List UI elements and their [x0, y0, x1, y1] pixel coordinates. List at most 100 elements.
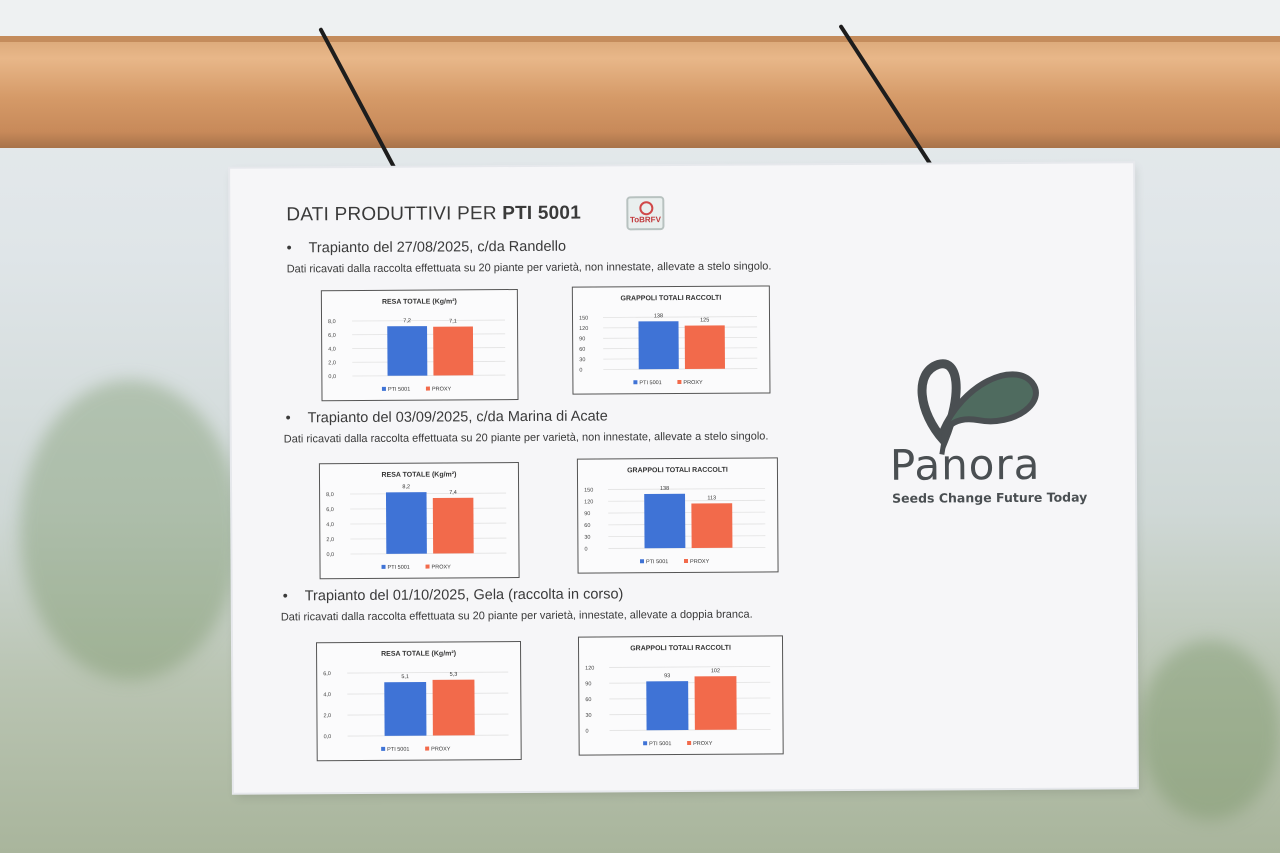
legend-label: PTI 5001 — [646, 559, 668, 565]
gridline — [608, 523, 766, 526]
bar-proxy — [433, 326, 474, 376]
y-tick-label: 2,0 — [326, 537, 334, 543]
bar-pti-5001 — [387, 326, 428, 376]
bar-proxy — [432, 497, 474, 554]
y-tick-label: 0,0 — [324, 734, 332, 740]
y-tick-label: 0,0 — [326, 552, 334, 558]
gridline — [350, 537, 507, 540]
greenhouse-film — [0, 0, 1280, 40]
y-tick-label: 120 — [584, 499, 593, 505]
chart-bunches-1: GRAPPOLI TOTALI RACCOLTI 0 30 60 90 120 150 138… — [571, 285, 771, 395]
legend-label: PROXY — [690, 559, 710, 565]
chart-svg: RESA TOTALE (Kg/m²) 0,0 2,0 4,0 6,0 8,0 7,2 7,1… — [328, 298, 506, 393]
chart-title: RESA TOTALE (Kg/m²) — [381, 650, 456, 657]
section-note: Dati ricavati dalla raccolta effettuata … — [286, 260, 772, 276]
bar-proxy — [432, 679, 475, 736]
chart-svg: RESA TOTALE (Kg/m²) 0,0 2,0 4,0 6,0 5,1 5,3 PTI… — [323, 650, 509, 753]
chart-svg: GRAPPOLI TOTALI RACCOLTI 0 30 60 90 120 150 138… — [579, 295, 758, 386]
gridline — [609, 697, 771, 700]
panora-logo-icon — [917, 359, 1039, 455]
data-label: 138 — [660, 486, 669, 492]
gridline — [609, 713, 771, 716]
y-tick-label: 30 — [585, 713, 591, 719]
y-tick-label: 2,0 — [328, 360, 336, 366]
legend-swatch — [425, 564, 430, 569]
bar-proxy — [694, 676, 737, 730]
chart-title: GRAPPOLI TOTALI RACCOLTI — [630, 645, 731, 653]
poster-title: DATI PRODUTTIVI PER PTI 5001 — [286, 202, 582, 226]
legend-swatch — [639, 559, 645, 564]
data-label: 102 — [711, 668, 720, 674]
gridline — [347, 713, 509, 716]
data-label: 7,1 — [449, 319, 457, 325]
chart-yield-1: RESA TOTALE (Kg/m²) 0,0 2,0 4,0 6,0 8,0 7,2 7,1… — [320, 289, 519, 402]
chart-title: RESA TOTALE (Kg/m²) — [382, 298, 457, 305]
legend-swatch — [633, 380, 638, 385]
y-tick-label: 90 — [584, 511, 590, 517]
y-tick-label: 60 — [579, 347, 585, 353]
y-tick-label: 4,0 — [328, 347, 336, 353]
legend-label: PTI 5001 — [388, 387, 410, 393]
legend-label: PROXY — [432, 564, 452, 570]
bar-pti-5001 — [384, 682, 427, 736]
gridline — [603, 368, 758, 370]
gridline — [603, 357, 758, 360]
y-tick-label: 150 — [584, 488, 593, 494]
legend-label: PROXY — [693, 741, 713, 747]
plant-background — [20, 380, 240, 680]
section-heading: • Trapianto del 27/08/2025, c/da Randello — [286, 238, 567, 257]
chart-svg: GRAPPOLI TOTALI RACCOLTI 0 30 60 90 120 150 138… — [584, 467, 766, 565]
data-label: 113 — [707, 495, 716, 501]
y-tick-label: 120 — [579, 326, 588, 332]
bar-pti-5001 — [638, 321, 679, 370]
data-label: 125 — [700, 318, 709, 324]
chart-svg: RESA TOTALE (Kg/m²) 0,0 2,0 4,0 6,0 8,0 8,2 7,4… — [326, 471, 507, 571]
y-tick-label: 150 — [579, 316, 588, 322]
y-tick-label: 0 — [579, 368, 582, 374]
data-label: 138 — [654, 313, 663, 319]
legend-label: PTI 5001 — [649, 741, 671, 747]
gridline — [352, 347, 506, 349]
chart-svg: GRAPPOLI TOTALI RACCOLTI 0 30 60 90 120 93 102 P… — [585, 645, 771, 747]
brand-name: Panora — [889, 439, 1041, 490]
bar-pti-5001 — [385, 492, 427, 554]
legend-swatch — [425, 386, 430, 391]
legend-label: PTI 5001 — [388, 565, 410, 571]
y-tick-label: 120 — [585, 666, 594, 672]
legend-swatch — [381, 386, 386, 391]
gridline — [350, 522, 507, 525]
y-tick-label: 90 — [585, 681, 591, 687]
gridline — [609, 681, 771, 684]
data-label: 5,3 — [450, 672, 458, 678]
bar-proxy — [684, 325, 725, 369]
y-tick-label: 4,0 — [323, 692, 331, 698]
legend-label: PROXY — [431, 746, 451, 752]
legend-label: PTI 5001 — [639, 380, 661, 386]
gridline — [608, 488, 766, 490]
y-tick-label: 8,0 — [328, 319, 336, 325]
y-tick-label: 6,0 — [323, 671, 331, 677]
legend-label: PROXY — [432, 386, 452, 392]
legend-label: PTI 5001 — [387, 747, 409, 753]
gridline — [609, 729, 771, 731]
brand-tagline: Seeds Change Future Today — [892, 489, 1088, 506]
data-label: 7,4 — [449, 490, 457, 496]
gridline — [350, 492, 507, 495]
y-tick-label: 6,0 — [328, 333, 336, 339]
section-note: Dati ricavati dalla raccolta effettuata … — [283, 430, 769, 446]
section-heading: • Trapianto del 01/10/2025, Gela (raccolt… — [282, 586, 624, 605]
poster: DATI PRODUTTIVI PER PTI 5001 ToBRFV • Tra… — [230, 163, 1137, 793]
legend-swatch — [643, 741, 648, 746]
legend-swatch — [683, 558, 689, 563]
gridline — [608, 511, 766, 514]
y-tick-label: 30 — [584, 535, 590, 541]
y-tick-label: 60 — [584, 523, 590, 529]
gridline — [352, 333, 506, 336]
y-tick-label: 6,0 — [326, 507, 334, 513]
wooden-beam — [0, 36, 1280, 148]
gridline — [603, 326, 758, 329]
gridline — [350, 507, 507, 510]
plant-background — [1140, 640, 1280, 820]
gridline — [608, 499, 766, 502]
data-label: 93 — [664, 673, 670, 679]
